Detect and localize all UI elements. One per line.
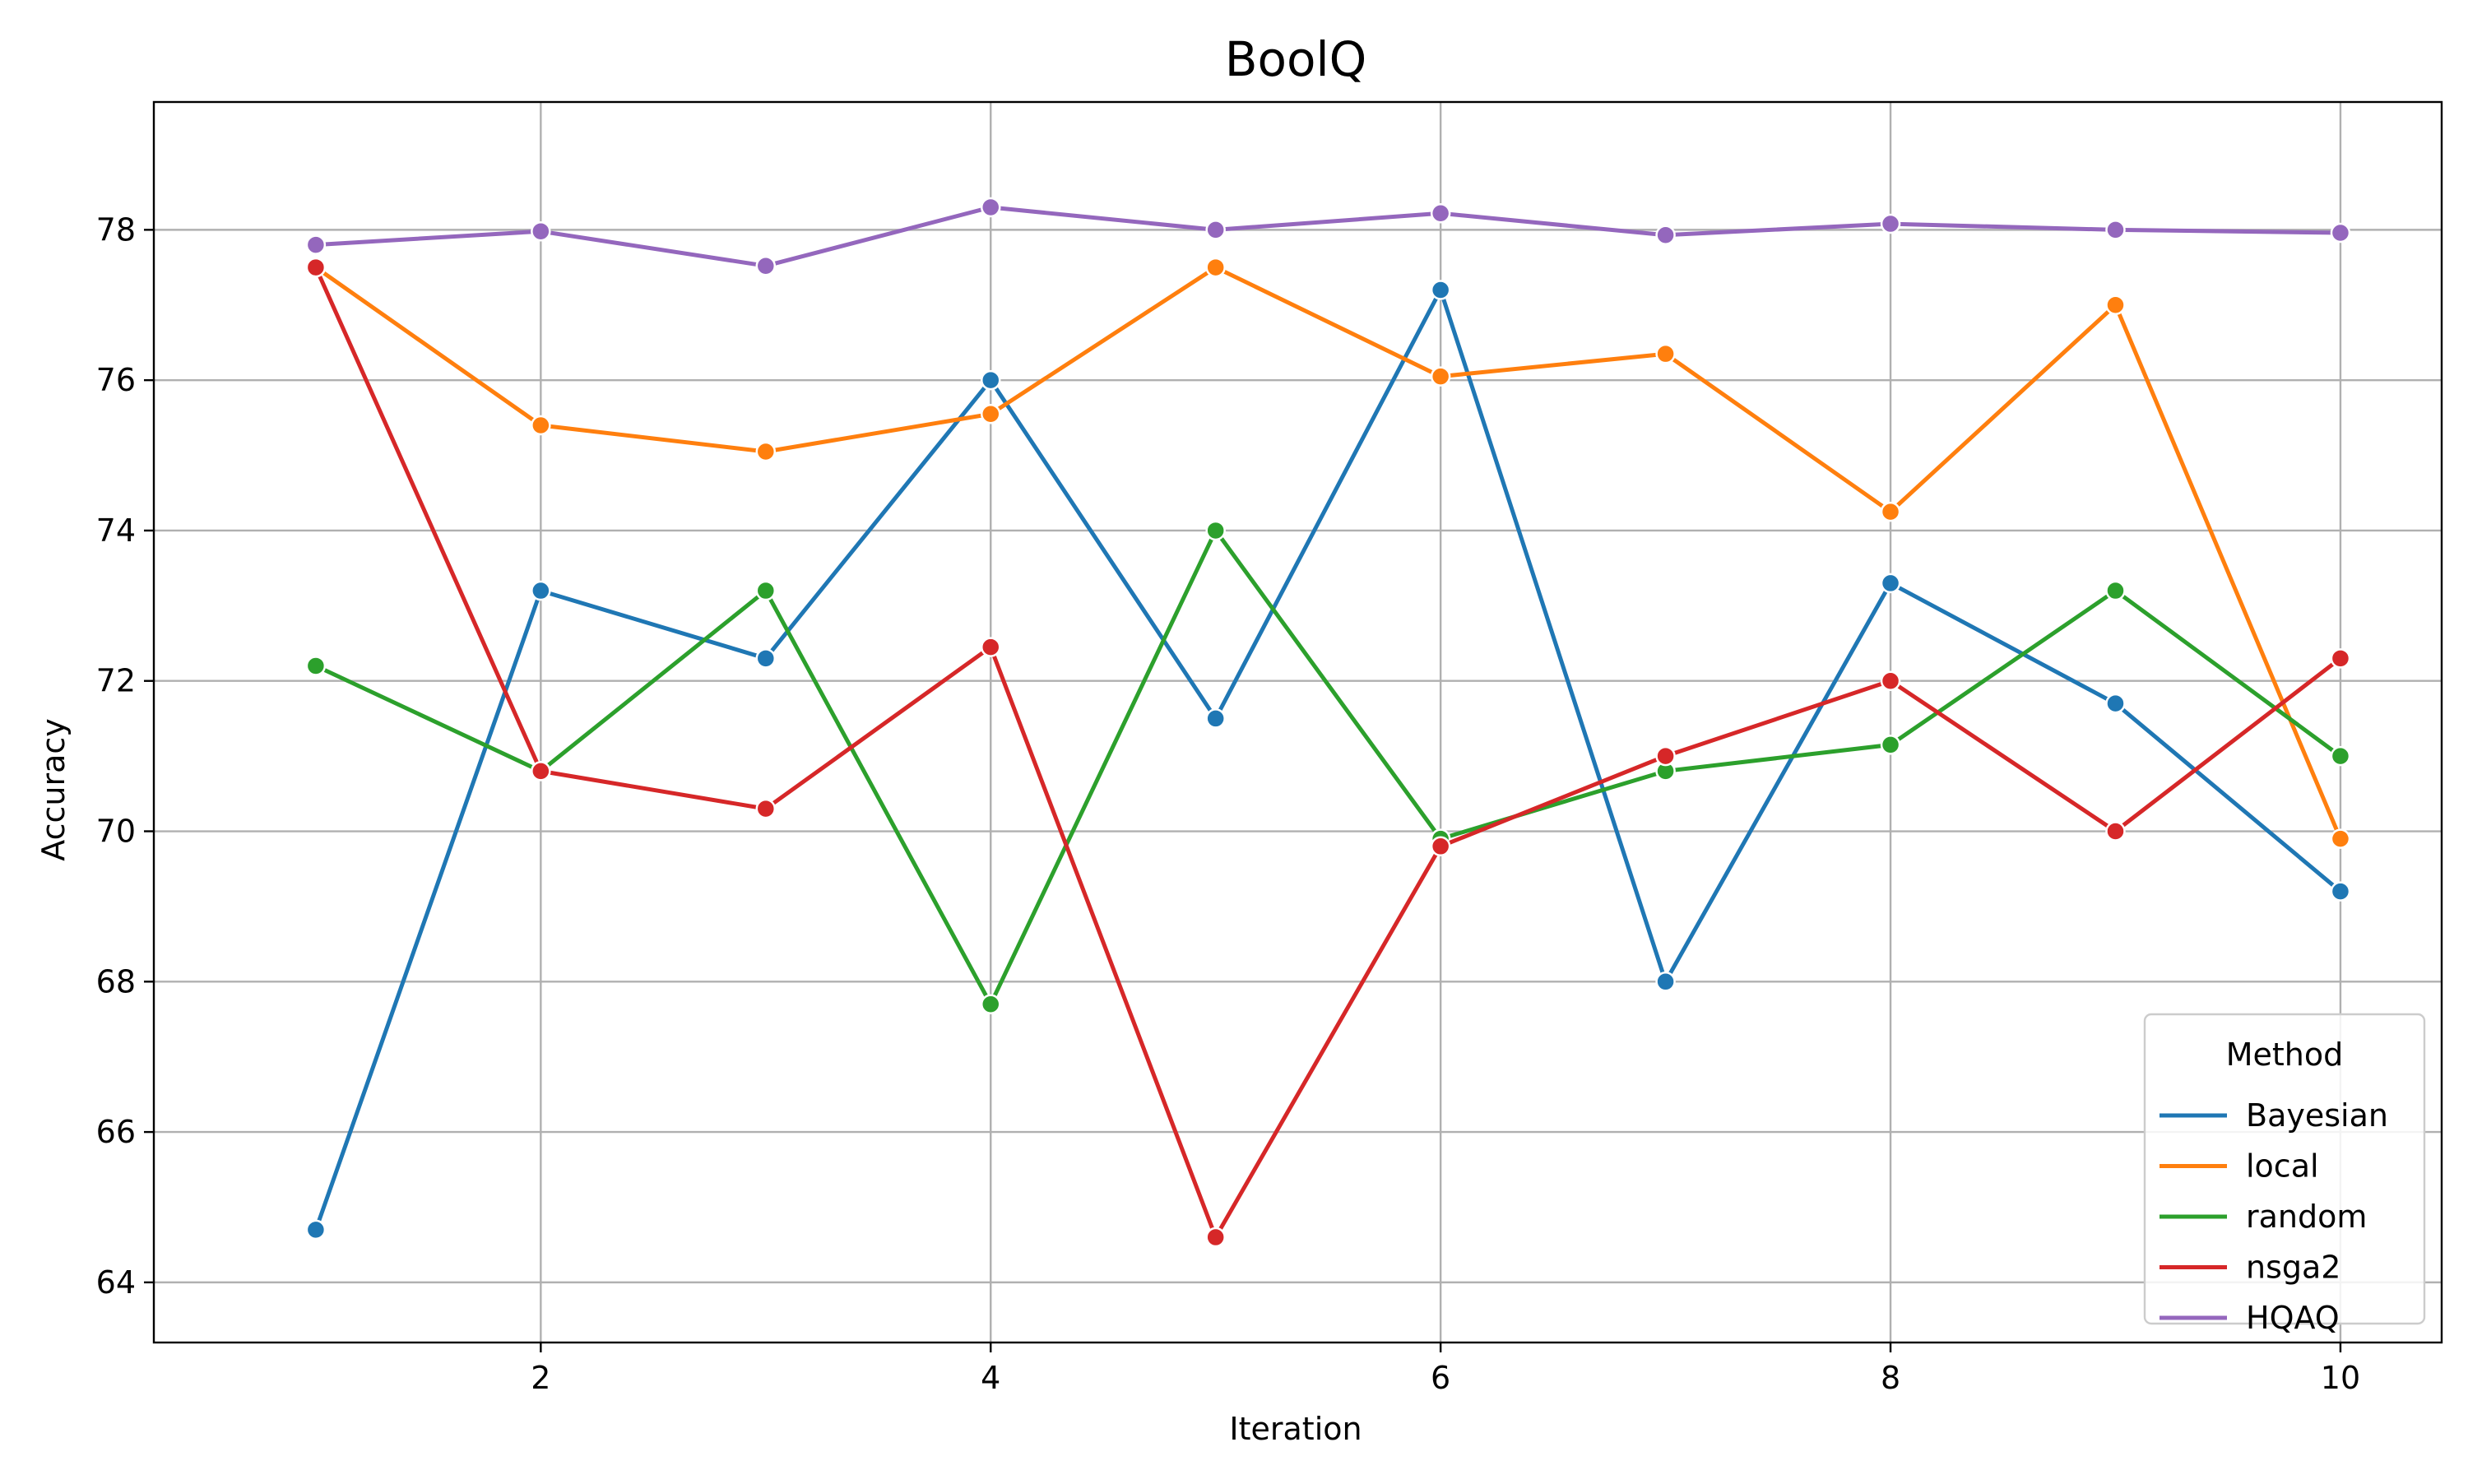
x-axis-label: Iteration (1229, 1411, 1362, 1447)
data-point (2105, 693, 2126, 714)
data-point (1430, 280, 1451, 300)
series-bayesian (305, 280, 2351, 1241)
data-point (1655, 343, 1676, 364)
data-point (531, 761, 551, 781)
x-tick-label: 8 (1881, 1360, 1900, 1396)
data-point (980, 994, 1001, 1014)
data-point (531, 415, 551, 436)
data-point (755, 255, 777, 276)
data-point (1205, 1227, 1226, 1248)
data-point (305, 257, 327, 278)
grid-lines (154, 102, 2442, 1343)
data-point (755, 580, 777, 601)
y-axis-label: Accuracy (35, 718, 72, 861)
data-point (2105, 580, 2126, 601)
data-point (305, 234, 327, 255)
data-point (980, 404, 1001, 424)
plot-area-border (152, 100, 2443, 1344)
data-point (2330, 881, 2351, 902)
data-point (755, 798, 777, 819)
series-line (313, 265, 2343, 1240)
data-point (755, 648, 777, 669)
data-point (2105, 294, 2126, 316)
data-point (1655, 745, 1676, 767)
data-point (1880, 670, 1901, 691)
series-line (313, 288, 2343, 1232)
x-tick-label: 2 (531, 1360, 550, 1396)
y-tick-label: 70 (96, 814, 136, 850)
data-point (980, 369, 1001, 391)
legend-item-random: random (2160, 1199, 2367, 1235)
data-point (1430, 203, 1451, 224)
data-point (1205, 520, 1226, 541)
series-random (305, 520, 2351, 1014)
y-tick-label: 64 (96, 1264, 136, 1301)
data-point (2330, 828, 2351, 849)
series-nsga2 (305, 257, 2351, 1248)
legend: Method Bayesian local random nsga2 HQAQ (2143, 1013, 2426, 1336)
legend-label: HQAQ (2246, 1300, 2340, 1336)
legend-label: nsga2 (2246, 1250, 2340, 1286)
chart-title: BoolQ (1225, 31, 1367, 87)
legend-box (2143, 1013, 2426, 1325)
legend-label: Bayesian (2246, 1097, 2388, 1134)
series-lines (305, 197, 2351, 1248)
legend-item-local: local (2160, 1148, 2319, 1185)
data-point (1880, 735, 1901, 755)
data-point (980, 197, 1001, 218)
data-point (2330, 745, 2351, 767)
data-point (980, 637, 1001, 657)
data-point (531, 580, 551, 601)
data-point (1205, 220, 1226, 240)
data-point (1880, 501, 1901, 522)
data-point (1655, 225, 1676, 246)
data-point (2105, 821, 2126, 842)
data-point (2105, 220, 2126, 240)
legend-item-hqaq: HQAQ (2160, 1300, 2340, 1336)
data-point (531, 220, 551, 242)
data-point (1430, 836, 1451, 857)
series-hqaq (305, 197, 2351, 276)
plot-frame (152, 100, 2443, 1344)
series-line (313, 528, 2343, 1007)
data-point (1205, 257, 1226, 278)
legend-item-nsga2: nsga2 (2160, 1250, 2340, 1286)
y-tick-label: 74 (96, 512, 136, 549)
series-line (313, 265, 2343, 842)
y-tick-label: 68 (96, 963, 136, 999)
y-tick-label: 66 (96, 1114, 136, 1150)
data-point (1655, 972, 1676, 992)
legend-label: random (2246, 1199, 2367, 1235)
data-point (305, 656, 327, 676)
data-point (1880, 573, 1901, 594)
data-point (1880, 213, 1901, 234)
x-tick-label: 6 (1431, 1360, 1450, 1396)
data-point (755, 441, 777, 462)
legend-item-bayesian: Bayesian (2160, 1097, 2388, 1134)
data-point (1205, 708, 1226, 729)
series-line (313, 205, 2343, 268)
legend-title: Method (2226, 1036, 2344, 1073)
data-point (2330, 222, 2351, 243)
x-tick-label: 4 (981, 1360, 1000, 1396)
y-tick-label: 72 (96, 663, 136, 699)
data-point (1430, 366, 1451, 387)
legend-label: local (2246, 1148, 2319, 1185)
y-tick-label: 78 (96, 211, 136, 248)
data-point (2330, 648, 2351, 669)
series-local (305, 257, 2351, 849)
y-tick-label: 76 (96, 362, 136, 398)
data-point (305, 1219, 327, 1241)
x-tick-label: 10 (2321, 1360, 2360, 1396)
